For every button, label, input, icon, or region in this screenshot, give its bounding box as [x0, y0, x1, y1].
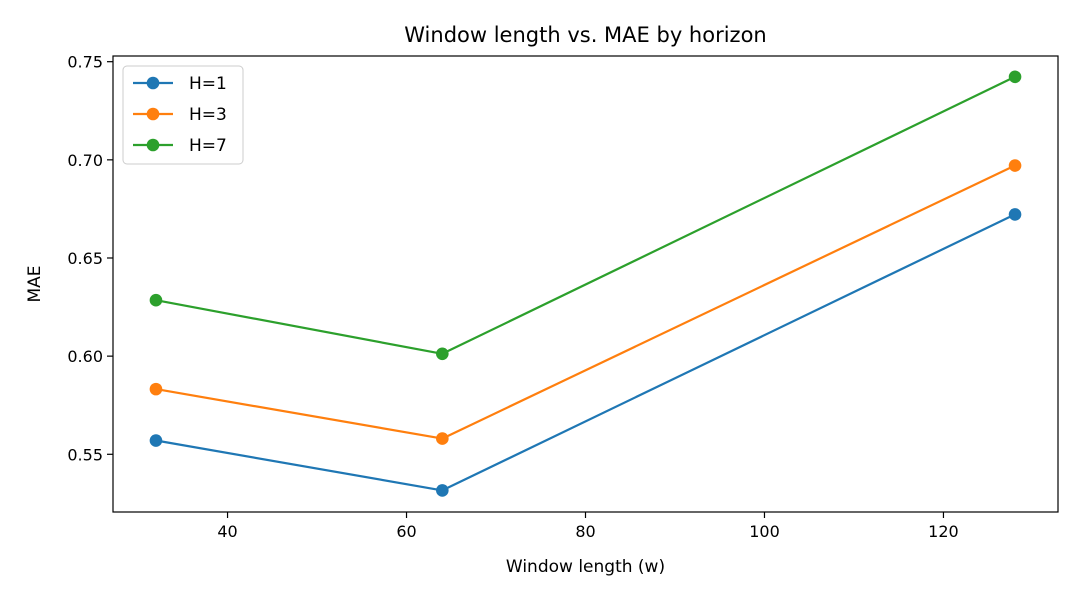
series-line-2 [155, 164, 1016, 440]
data-point [149, 293, 163, 307]
x-tick-label: 100 [749, 522, 780, 541]
plot-area [149, 70, 1022, 497]
series-line-3 [155, 75, 1016, 355]
legend: H=1 H=3 H=7 [122, 65, 244, 165]
legend-label-1: H=1 [189, 74, 227, 94]
y-axis-label: MAE [25, 265, 45, 302]
x-tick-label: 120 [928, 522, 959, 541]
data-point [149, 382, 163, 396]
data-point [149, 434, 163, 447]
legend-marker-3 [146, 138, 160, 152]
y-tick-label: 0.55 [67, 445, 103, 464]
data-point [436, 484, 449, 497]
series-line-1 [155, 213, 1016, 492]
data-point [1008, 159, 1022, 172]
legend-marker-1 [146, 76, 160, 90]
y-tick-label: 0.75 [67, 53, 103, 72]
data-point [436, 432, 449, 445]
y-tick-label: 0.65 [67, 249, 103, 268]
data-point [1008, 208, 1022, 221]
legend-marker-2 [146, 107, 160, 121]
y-tick-label: 0.70 [67, 151, 103, 170]
data-point [436, 347, 449, 361]
legend-label-2: H=3 [189, 105, 227, 125]
x-tick-label: 80 [575, 522, 595, 541]
x-axis-label: Window length (w) [506, 557, 665, 577]
x-tick-label: 60 [396, 522, 416, 541]
y-tick-label: 0.60 [67, 347, 103, 366]
chart-title: Window length vs. MAE by horizon [404, 23, 766, 47]
legend-label-3: H=7 [189, 136, 227, 156]
data-point [1008, 70, 1022, 84]
axes: 40 60 80 100 120 0.55 0.60 0.65 0.70 0.75 [67, 53, 1059, 541]
x-tick-label: 40 [217, 522, 237, 541]
